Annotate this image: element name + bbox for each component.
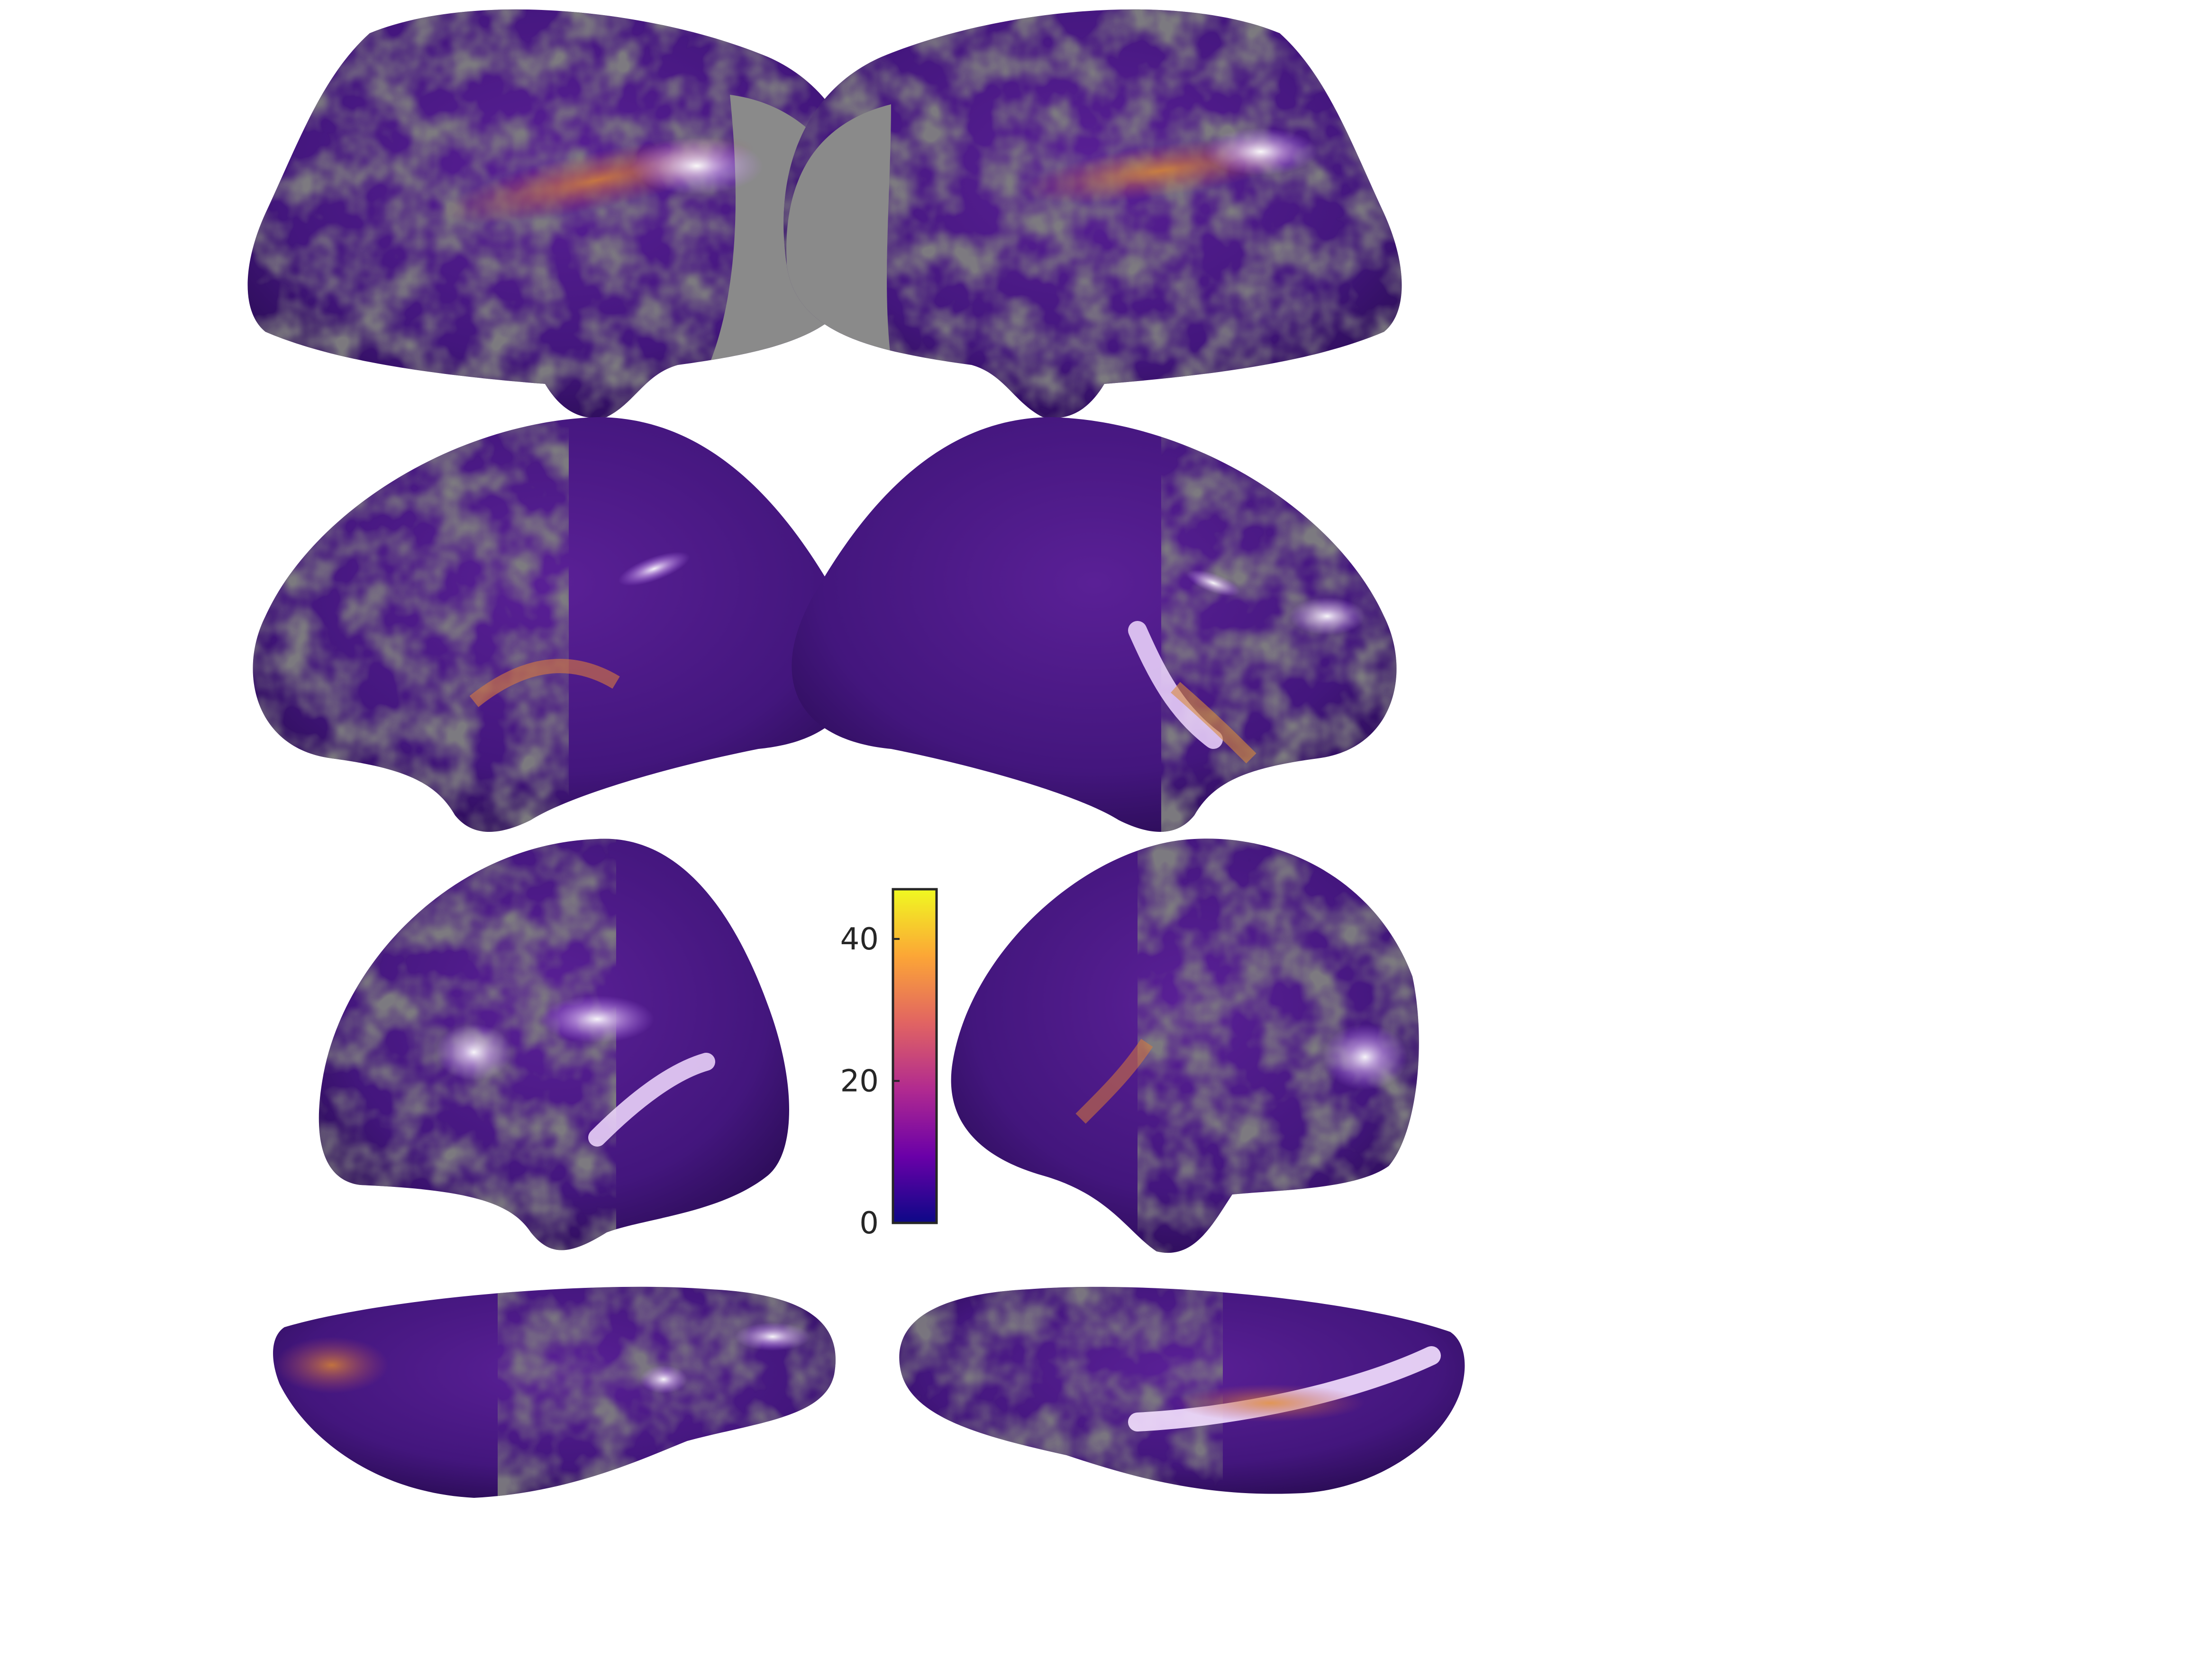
colorbar-tick-label: 20	[840, 1064, 879, 1099]
colorbar-tick-label: 40	[840, 922, 879, 957]
left-hemisphere-medial-view	[253, 417, 858, 832]
colorbar-tick-label: 0	[859, 1206, 879, 1241]
right-hemisphere-ventral-view	[899, 1286, 1465, 1494]
right-hemisphere-medial-view	[792, 417, 1397, 832]
colorbar: 40 20 0	[840, 888, 938, 1241]
right-hemisphere-posterior-view	[951, 839, 1419, 1253]
left-hemisphere-ventral-view	[273, 1286, 836, 1498]
colorbar-ticks: 40 20 0	[840, 922, 900, 1241]
left-hemisphere-anterior-view	[319, 839, 789, 1250]
colorbar-gradient	[892, 888, 938, 1224]
right-hemisphere-lateral-view	[783, 9, 1402, 418]
